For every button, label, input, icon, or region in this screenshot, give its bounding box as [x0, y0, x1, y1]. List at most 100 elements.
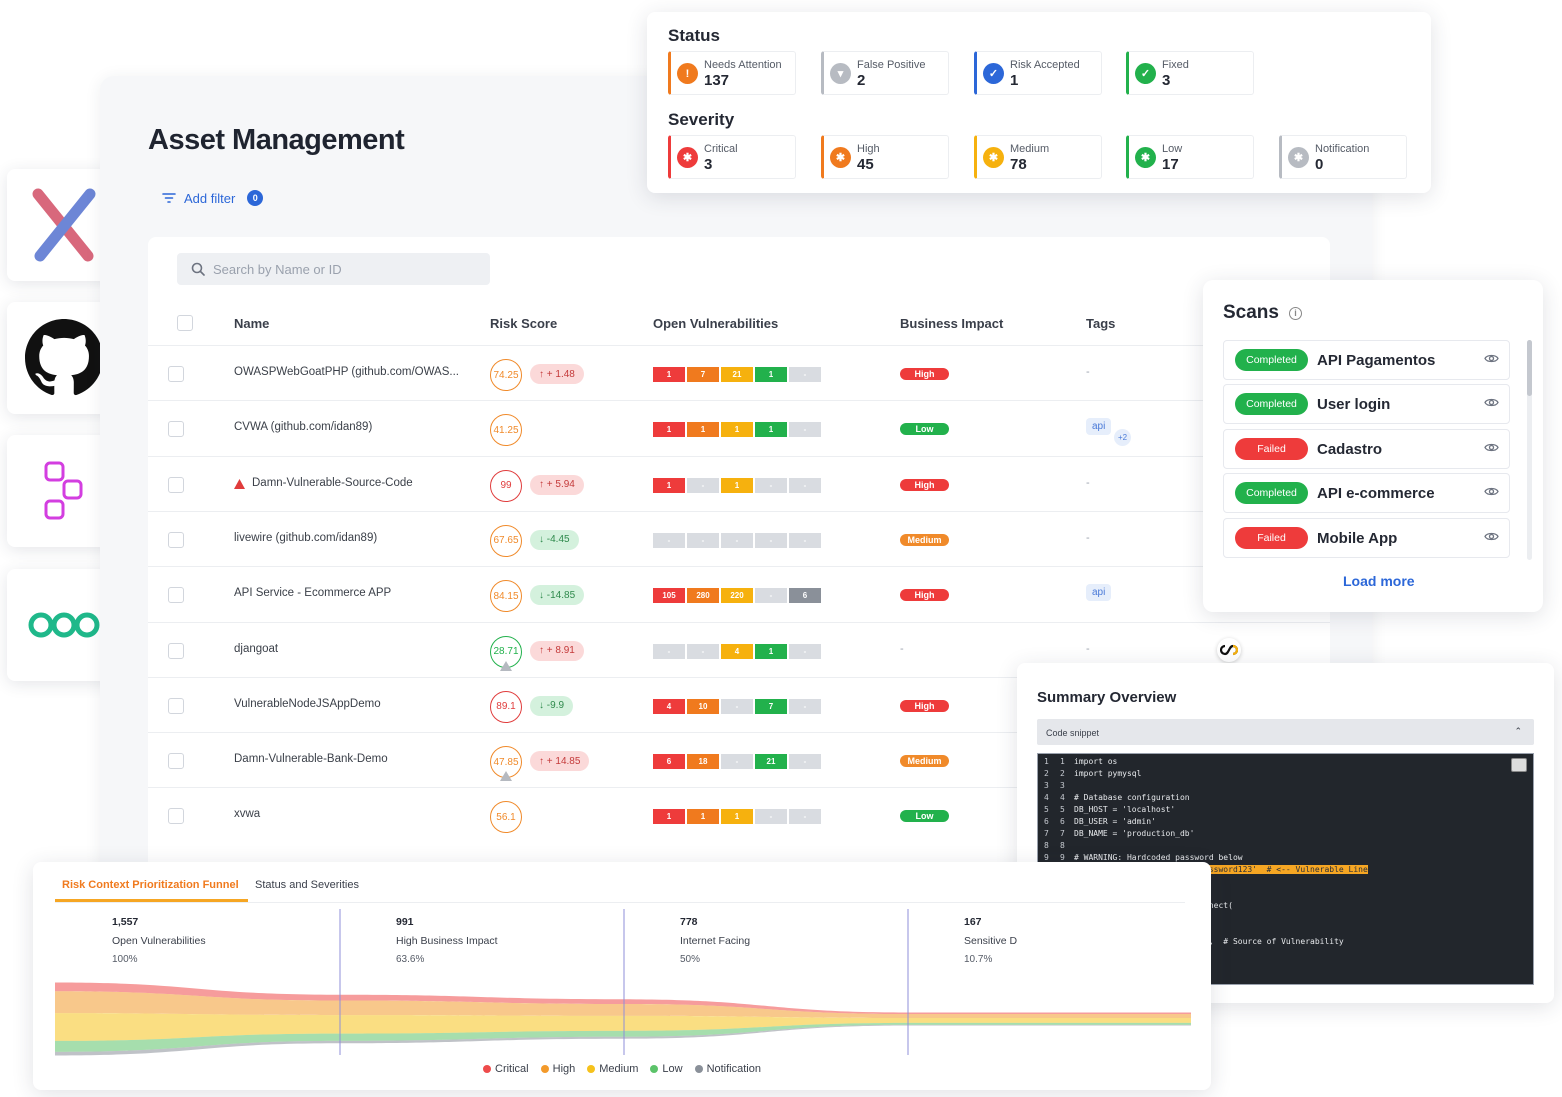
table-row[interactable]: OWASPWebGoatPHP (github.com/OWAS... 74.25… — [148, 345, 1330, 400]
column-header-tags[interactable]: Tags — [1086, 316, 1116, 331]
scan-status-pill: Failed — [1235, 526, 1308, 549]
table-row[interactable]: livewire (github.com/idan89) 67.65 ↓ -4.45… — [148, 510, 1330, 566]
vuln-count-cell: 21 — [755, 754, 787, 770]
page-title: Asset Management — [148, 124, 405, 156]
vuln-count-cell: - — [789, 367, 821, 382]
table-row[interactable]: CVWA (github.com/idan89) 41.25 1 1 1 1- Low api… — [148, 400, 1330, 455]
legend-item[interactable]: Critical — [483, 1063, 529, 1075]
status-heading: Status — [668, 26, 720, 45]
status-card-false-positive[interactable]: ▾ False Positive 2 — [821, 51, 949, 95]
asset-name[interactable]: djangoat — [234, 642, 279, 655]
business-impact-badge: Low — [900, 423, 949, 436]
add-filter-button[interactable]: Add filter 0 — [162, 190, 264, 206]
vuln-count-cell: 1 — [687, 422, 719, 438]
severity-card-low[interactable]: ✱ Low 17 — [1126, 135, 1254, 179]
scan-name: API Pagamentos — [1317, 352, 1436, 369]
eye-icon[interactable] — [1484, 353, 1499, 364]
copy-icon[interactable] — [1511, 758, 1527, 772]
line-number: 6 — [1044, 817, 1049, 826]
tab-risk-funnel[interactable]: Risk Context Prioritization Funnel — [62, 879, 239, 891]
status-card-needs-attention[interactable]: ! Needs Attention 137 — [668, 51, 796, 95]
asset-name[interactable]: API Service - Ecommerce APP — [234, 587, 392, 600]
row-checkbox[interactable] — [168, 366, 184, 382]
row-checkbox[interactable] — [168, 697, 184, 714]
table-row[interactable]: xvwa 56.1 1 1 1- - Low — [148, 787, 1330, 842]
row-checkbox[interactable] — [168, 421, 184, 438]
scan-item[interactable]: Completed API Pagamentos — [1223, 340, 1510, 380]
scans-scrollbar[interactable] — [1527, 340, 1532, 560]
eye-icon[interactable] — [1484, 531, 1499, 542]
stage-count: 778 — [680, 916, 698, 928]
scan-item[interactable]: Failed Mobile App — [1223, 517, 1510, 558]
table-row[interactable]: API Service - Ecommerce APP 84.15 ↓ -14.85… — [148, 566, 1330, 621]
table-row[interactable]: djangoat 28.71 ↑ + 8.91- -4 1- - - — [148, 621, 1330, 677]
search-placeholder: Search by Name or ID — [213, 261, 342, 277]
select-all-checkbox[interactable] — [177, 315, 193, 331]
table-row[interactable]: VulnerableNodeJSAppDemo 89.1 ↓ -9.9 4 10-7- H… — [148, 676, 1330, 732]
eye-icon[interactable] — [1484, 397, 1499, 408]
table-row[interactable]: Damn-Vulnerable-Source-Code 99 ↑ + 5.94 1-1… — [148, 455, 1330, 511]
column-header-name[interactable]: Name — [234, 316, 270, 331]
business-impact-badge: High — [900, 699, 949, 712]
table-row[interactable]: Damn-Vulnerable-Bank-Demo 47.85 ↑ + 14.85 6… — [148, 732, 1330, 787]
business-impact-badge: Medium — [900, 533, 949, 546]
severity-card-notification[interactable]: ✱ Notification 0 — [1279, 135, 1407, 179]
scans-panel: Scans i Completed API Pagamentos Completed U… — [1203, 280, 1543, 612]
code-text: # WARNING: Hardcoded password below — [1074, 853, 1243, 862]
load-more-button[interactable]: Load more — [1343, 573, 1415, 589]
scan-item[interactable]: Completed User login — [1223, 384, 1510, 425]
scan-item[interactable]: Completed API e-commerce — [1223, 473, 1510, 514]
asset-name[interactable]: CVWA (github.com/idan89) — [234, 421, 373, 434]
column-header-open-vulnerabilities[interactable]: Open Vulnerabilities — [653, 316, 779, 331]
vuln-count-cell: 1 — [721, 809, 753, 825]
legend-item[interactable]: High — [540, 1063, 575, 1075]
risk-score-badge: 56.1 — [490, 801, 522, 834]
tab-status-severities[interactable]: Status and Severities — [255, 879, 359, 891]
line-number: 2 — [1044, 769, 1049, 778]
eye-icon[interactable] — [1484, 442, 1499, 453]
asset-name[interactable]: xvwa — [234, 808, 261, 821]
status-card-risk-accepted[interactable]: ✓ Risk Accepted 1 — [974, 51, 1102, 95]
asset-name[interactable]: OWASPWebGoatPHP (github.com/OWAS... — [234, 366, 459, 378]
row-checkbox[interactable] — [168, 808, 184, 825]
status-label: Needs Attention — [704, 59, 782, 71]
funnel-stage: 991 High Business Impact 63.6% — [396, 916, 498, 965]
severity-card-critical[interactable]: ✱ Critical 3 — [668, 135, 796, 179]
severity-card-medium[interactable]: ✱ Medium 78 — [974, 135, 1102, 179]
scan-item[interactable]: Failed Cadastro — [1223, 428, 1510, 469]
code-snippet-toggle[interactable]: Code snippet ⌃ — [1037, 719, 1534, 745]
vuln-count-cell: - — [789, 698, 821, 714]
asset-name[interactable]: livewire (github.com/idan89) — [234, 531, 378, 544]
row-checkbox[interactable] — [168, 642, 184, 659]
info-icon[interactable]: i — [1288, 306, 1302, 320]
row-checkbox[interactable] — [168, 753, 184, 770]
row-checkbox[interactable] — [168, 587, 184, 604]
column-header-risk-score[interactable]: Risk Score — [490, 316, 558, 331]
vuln-count-cell: - — [755, 809, 787, 825]
funnel-band — [55, 1022, 1191, 1052]
eye-icon[interactable] — [1484, 486, 1499, 497]
tag-chip[interactable]: api — [1086, 418, 1112, 436]
asset-name[interactable]: Damn-Vulnerable-Source-Code — [252, 476, 413, 489]
code-snippet-label: Code snippet — [1046, 728, 1100, 738]
severity-value: 17 — [1162, 156, 1179, 173]
row-checkbox[interactable] — [168, 531, 184, 548]
tags-more-badge[interactable]: +2 — [1114, 429, 1131, 447]
risk-trend-badge: ↓ -14.85 — [530, 585, 585, 606]
asset-name[interactable]: Damn-Vulnerable-Bank-Demo — [234, 753, 388, 766]
search-input[interactable]: Search by Name or ID — [177, 253, 490, 285]
funnel-chart — [55, 909, 1191, 1056]
code-line: 9 9 # WARNING: Hardcoded password below — [1044, 852, 1533, 864]
status-icon: ! — [677, 63, 698, 84]
legend-item[interactable]: Medium — [587, 1063, 638, 1075]
column-header-business-impact[interactable]: Business Impact — [900, 316, 1004, 331]
asset-name[interactable]: VulnerableNodeJSAppDemo — [234, 697, 381, 710]
legend-item[interactable]: Notification — [694, 1063, 761, 1075]
row-checkbox[interactable] — [168, 476, 184, 493]
tags-empty: - — [1086, 476, 1090, 489]
business-impact-empty: - — [900, 642, 904, 655]
tag-chip[interactable]: api — [1086, 584, 1112, 602]
legend-item[interactable]: Low — [650, 1063, 683, 1075]
status-card-fixed[interactable]: ✓ Fixed 3 — [1126, 51, 1254, 95]
severity-card-high[interactable]: ✱ High 45 — [821, 135, 949, 179]
